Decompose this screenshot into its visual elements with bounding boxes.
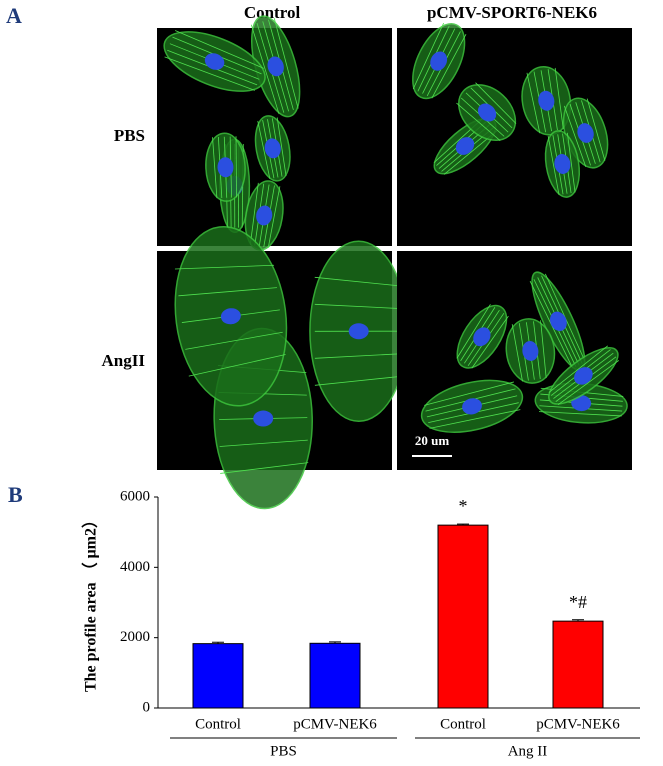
group-label: Ang II (508, 743, 548, 759)
fiber (235, 136, 237, 198)
cell (544, 130, 581, 198)
fiber (174, 264, 275, 270)
fiber (267, 186, 281, 248)
nucleus (574, 367, 593, 385)
fiber (257, 120, 271, 180)
fiber (314, 375, 403, 386)
nucleus (455, 137, 475, 155)
fiber (566, 132, 576, 193)
annotation: * (459, 496, 468, 516)
fiber (456, 102, 501, 141)
panel-label: B (8, 482, 23, 507)
fiber (431, 33, 467, 99)
cell (163, 30, 266, 92)
group-label: PBS (270, 743, 297, 759)
fiber (475, 82, 517, 124)
nucleus (538, 90, 555, 111)
bar (552, 620, 604, 709)
fiber (188, 354, 286, 377)
nucleus (577, 123, 594, 143)
micrographs (157, 15, 632, 510)
column-header: Control (244, 3, 301, 22)
fiber (554, 67, 564, 130)
fiber (547, 135, 560, 196)
nucleus (473, 327, 491, 347)
row-header: AngII (102, 351, 146, 370)
fiber (314, 353, 403, 359)
fiber (511, 324, 523, 382)
fiber (250, 24, 280, 115)
fiber (557, 360, 620, 405)
nucleus (264, 138, 281, 159)
nucleus (220, 308, 241, 325)
y-tick-label: 4000 (120, 559, 150, 575)
y-tick-label: 6000 (120, 488, 150, 504)
annotation: *# (569, 592, 587, 612)
cell (505, 318, 556, 384)
cell (412, 22, 467, 100)
y-axis-label: The profile area （ μm2） (82, 512, 100, 692)
fiber (548, 345, 608, 393)
x-tick-label: pCMV-NEK6 (536, 716, 620, 732)
bar (192, 643, 244, 709)
nucleus (217, 157, 234, 178)
fiber (563, 105, 587, 167)
fiber (540, 320, 547, 379)
nucleus (204, 53, 225, 70)
x-tick-label: Control (440, 716, 486, 732)
y-tick-label: 2000 (120, 629, 150, 645)
fiber (314, 276, 403, 287)
bar (437, 524, 489, 709)
nucleus (462, 398, 482, 415)
fiber (249, 182, 259, 245)
nucleus (477, 103, 497, 122)
fiber (178, 287, 277, 297)
nucleus (430, 51, 448, 71)
nucleus (554, 154, 571, 174)
cell (521, 65, 572, 136)
nucleus (549, 311, 567, 332)
fiber (314, 303, 403, 310)
column-header: pCMV-SPORT6-NEK6 (427, 3, 597, 22)
nucleus (267, 56, 284, 77)
panel-label: A (6, 3, 22, 28)
scale-bar-label: 20 um (415, 433, 449, 448)
nucleus (256, 205, 273, 226)
fiber (174, 30, 264, 69)
fiber (185, 331, 283, 350)
nucleus (348, 323, 369, 340)
y-tick-label: 0 (143, 699, 151, 715)
fiber (538, 411, 622, 417)
fiber (273, 18, 299, 109)
fiber (424, 381, 514, 406)
cell (174, 225, 288, 407)
fiber (164, 56, 256, 91)
cell (456, 304, 509, 369)
fiber (412, 22, 445, 90)
fiber (219, 439, 308, 447)
fiber (471, 315, 509, 369)
fiber (212, 137, 218, 199)
fiber (276, 117, 287, 177)
cell (244, 180, 284, 251)
bar (309, 642, 361, 709)
fiber (586, 98, 606, 161)
fiber (456, 304, 491, 359)
cell (456, 82, 517, 141)
fiber (526, 72, 541, 134)
cell (205, 132, 246, 202)
nucleus (522, 341, 539, 361)
cell (420, 379, 524, 433)
fiber (220, 462, 309, 474)
x-tick-label: Control (195, 716, 241, 732)
fiber (429, 409, 521, 429)
nucleus (253, 410, 274, 427)
x-tick-label: pCMV-NEK6 (293, 716, 377, 732)
cell (309, 240, 409, 422)
cell (548, 345, 620, 405)
cell (254, 115, 291, 182)
row-header: PBS (114, 126, 145, 145)
